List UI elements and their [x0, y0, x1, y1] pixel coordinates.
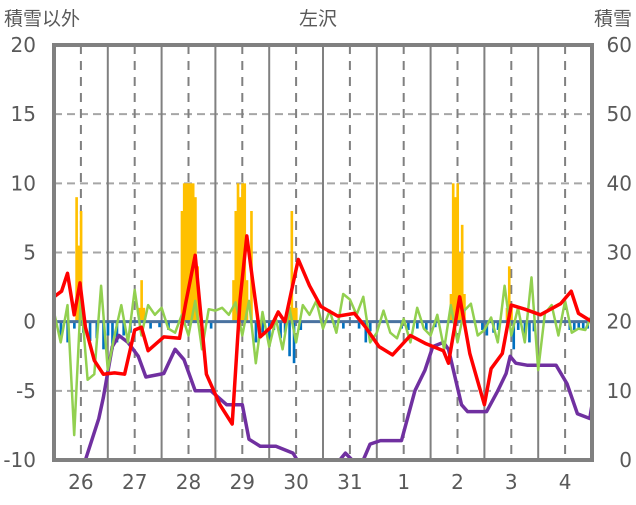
purple-series-line [54, 333, 594, 462]
y-right-tick-label: 50 [607, 102, 632, 126]
bar-series [59, 183, 590, 364]
yellow-bar [245, 280, 249, 322]
yellow-bar [454, 197, 457, 322]
y-left-tick-label: -10 [3, 448, 36, 472]
y-right-tick-label: 60 [607, 33, 632, 57]
yellow-bar [294, 307, 298, 322]
y-left-tick-label: 10 [11, 171, 36, 195]
x-tick-label: 29 [230, 470, 255, 494]
blue-bar [254, 321, 258, 343]
blue-bar [528, 321, 531, 343]
y-right-tick-label: 30 [607, 241, 632, 265]
blue-bar [261, 321, 264, 333]
red-series-line [52, 234, 593, 426]
gridlines [54, 45, 592, 460]
yellow-bar [451, 183, 455, 322]
blue-bar [523, 321, 527, 336]
yellow-bar [458, 252, 462, 322]
yellow-bar [191, 183, 195, 322]
x-tick-label: 28 [176, 470, 201, 494]
yellow-bar [232, 280, 235, 322]
y-right-tick-label: 10 [607, 379, 632, 403]
blue-bar [149, 321, 152, 329]
yellow-bar [456, 183, 460, 322]
blue-bar [292, 321, 296, 364]
yellow-bar [187, 183, 191, 322]
blue-bar [73, 321, 76, 329]
y-left-tick-label: 5 [23, 241, 36, 265]
yellow-bar [505, 307, 509, 322]
yellow-bar [510, 307, 513, 322]
tick-labels: 20 60 15 50 10 40 5 30 0 20 -5 10 -10 0 26 27 28 29 30 31 1 2… [3, 33, 632, 494]
x-tick-label: 26 [68, 470, 93, 494]
blue-bar [577, 321, 581, 329]
blue-bar [158, 321, 161, 328]
x-tick-label: 30 [283, 470, 308, 494]
blue-bar [288, 321, 291, 357]
x-tick-label: 2 [451, 470, 464, 494]
x-tick-label: 4 [559, 470, 572, 494]
blue-bar [516, 321, 520, 330]
green-series-line [52, 276, 594, 437]
yellow-bar [234, 211, 238, 322]
yellow-bar [142, 307, 146, 322]
blue-bar [581, 321, 585, 330]
y-left-tick-label: -5 [16, 379, 36, 403]
blue-bar [299, 321, 303, 330]
yellow-bar [182, 183, 186, 322]
yellow-bar [79, 211, 83, 322]
blue-bar [115, 321, 119, 343]
y-right-tick-label: 0 [619, 448, 632, 472]
blue-bar [416, 321, 419, 329]
chart-title: 左沢 [299, 8, 337, 30]
blue-bar [364, 321, 368, 343]
blue-bar [122, 321, 126, 336]
blue-bar [496, 321, 500, 330]
y-right-tick-label: 20 [607, 310, 632, 334]
blue-bar [572, 321, 576, 330]
blue-bar [368, 321, 372, 332]
yellow-bar [236, 183, 240, 322]
blue-bar [209, 321, 213, 329]
blue-bar [407, 321, 410, 330]
blue-bar [357, 321, 361, 329]
blue-bar [106, 321, 110, 336]
blue-bar [424, 321, 428, 330]
blue-bar [268, 321, 271, 347]
blue-bar [512, 321, 516, 350]
yellow-bar [185, 183, 188, 322]
yellow-bar [75, 197, 78, 322]
blue-bar [111, 321, 114, 350]
yellow-bar [180, 211, 184, 322]
right-axis-title: 積雪 [594, 8, 632, 30]
blue-bar [88, 321, 92, 342]
yellow-bar [507, 266, 511, 322]
blue-bar [485, 321, 489, 336]
y-right-tick-label: 40 [607, 171, 632, 195]
x-tick-label: 1 [397, 470, 410, 494]
y-left-tick-label: 0 [23, 310, 36, 334]
yellow-bar [292, 307, 296, 322]
x-tick-label: 27 [122, 470, 147, 494]
y-left-tick-label: 20 [11, 33, 36, 57]
left-axis-title: 積雪以外 [4, 8, 80, 30]
x-tick-label: 31 [337, 470, 362, 494]
blue-bar [279, 321, 282, 339]
blue-bar [342, 321, 345, 329]
yellow-bar [189, 183, 193, 322]
line-series [52, 234, 594, 462]
blue-bar [481, 321, 484, 330]
yellow-bar [290, 211, 294, 322]
yellow-bar [241, 183, 244, 322]
yellow-bar [463, 294, 466, 322]
y-left-tick-label: 15 [11, 102, 36, 126]
yellow-bar [140, 280, 143, 322]
yellow-bar [460, 224, 464, 322]
yellow-bar [238, 197, 242, 322]
plot-frame [52, 43, 594, 462]
blue-bar [59, 321, 63, 339]
x-tick-label: 3 [505, 470, 518, 494]
blue-bar [102, 321, 105, 350]
